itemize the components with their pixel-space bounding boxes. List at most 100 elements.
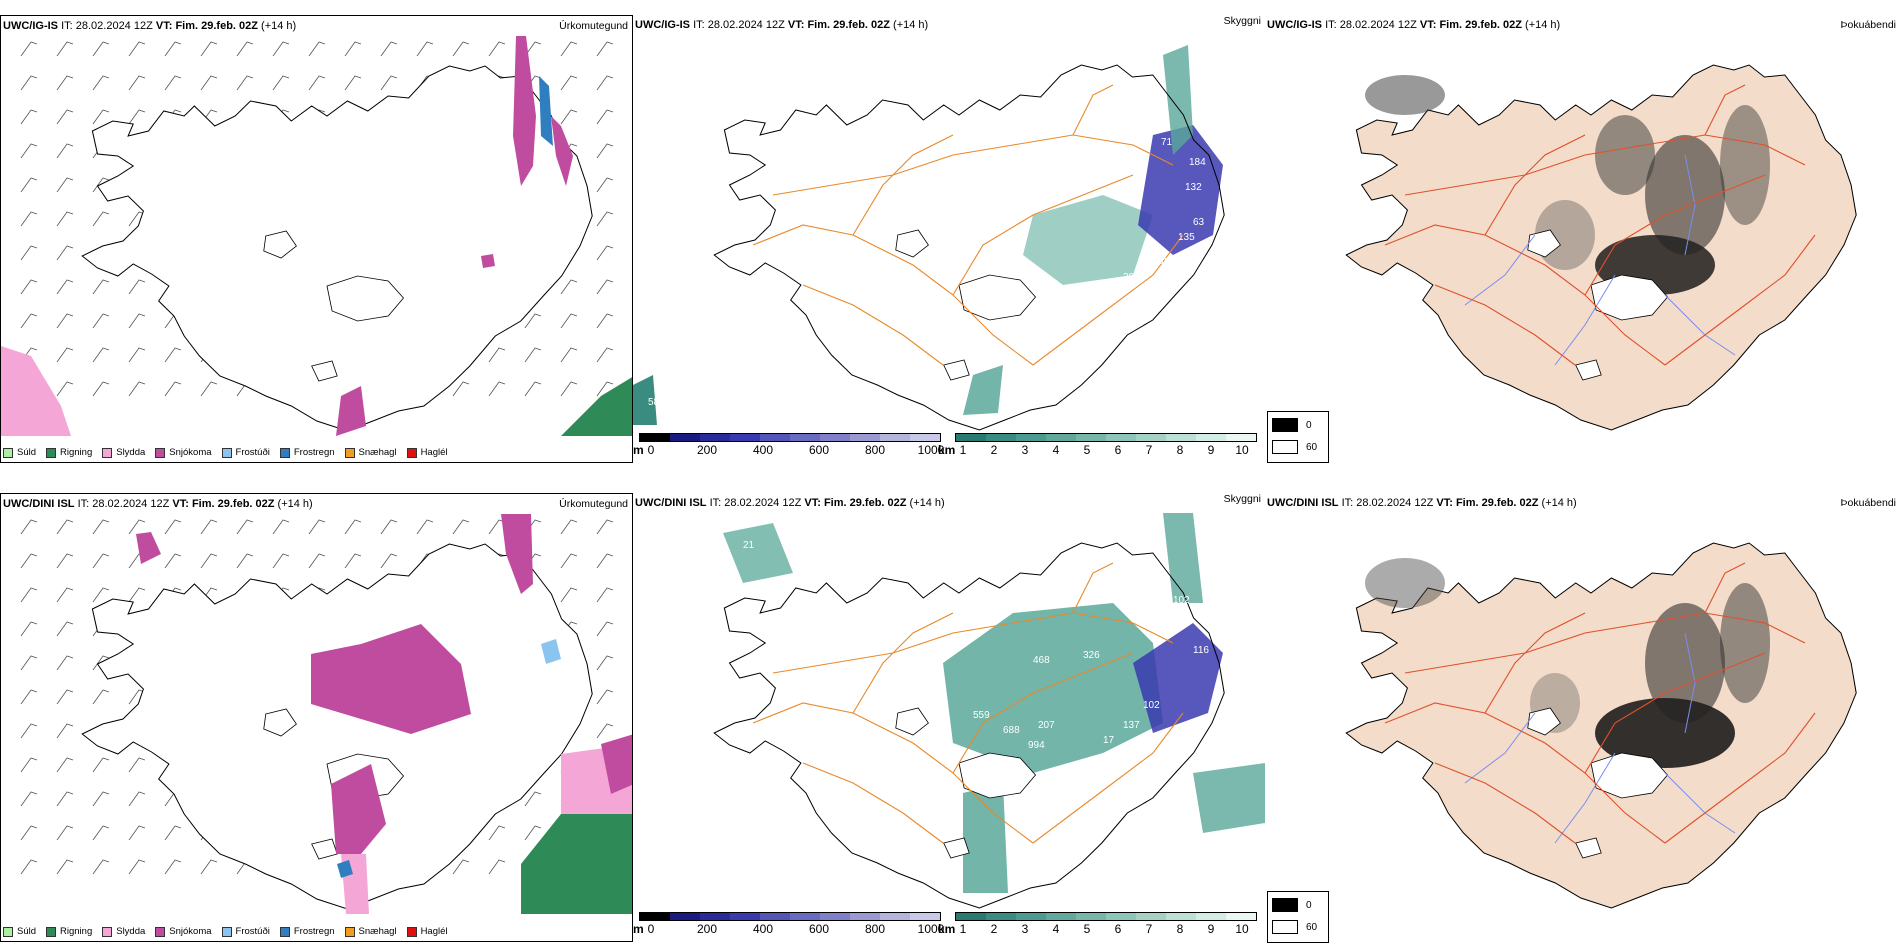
glacier-outline xyxy=(895,229,929,258)
wind-barb xyxy=(56,245,74,261)
wind-barb xyxy=(308,519,326,535)
lead-time: (+14 h) xyxy=(261,20,297,32)
fog-legend-top-label: 0 xyxy=(1306,899,1312,911)
precip-legend-label: Frostúði xyxy=(235,447,270,458)
glacier-outline xyxy=(958,274,1037,321)
visibility-value: 145 xyxy=(1153,257,1170,268)
fog-legend-top-label: 0 xyxy=(1306,419,1312,431)
wind-barb xyxy=(20,655,38,671)
it-value: 28.02.2024 12Z xyxy=(1356,497,1434,509)
visibility-unit-m: m xyxy=(633,443,644,457)
panel-title: Skyggni xyxy=(1223,493,1261,505)
freezing-drizzle-area xyxy=(541,639,561,664)
road-line xyxy=(1584,174,1766,296)
road-line xyxy=(1404,612,1806,674)
road-line xyxy=(1404,134,1806,196)
wind-barb xyxy=(524,347,542,363)
precip-legend-item: Slydda xyxy=(102,447,145,458)
reduced-visibility-area xyxy=(723,523,793,583)
wind-barb xyxy=(56,41,74,57)
wind-barb xyxy=(344,41,362,57)
snow-area xyxy=(501,514,533,594)
fog-legend: 0 60 xyxy=(1267,411,1329,463)
road-line xyxy=(952,652,1134,774)
panel-header: UWC/IG-IS IT: 28.02.2024 12Z VT: Fim. 29… xyxy=(1265,15,1900,35)
precip-legend-item: Frostúði xyxy=(221,447,270,458)
reduced-visibility-area xyxy=(1163,45,1193,155)
wind-barb xyxy=(92,41,110,57)
wind-barb xyxy=(596,347,614,363)
visibility-value: 63 xyxy=(1193,217,1205,228)
visibility-colorbar-km xyxy=(955,433,1257,442)
low-visibility-area xyxy=(1138,125,1223,255)
wind-barb xyxy=(272,41,290,57)
road-network xyxy=(1384,562,1816,844)
visibility-map-top: 71 184 132 135 145 20 63 58 xyxy=(633,45,1225,431)
precip-legend-swatch xyxy=(406,447,417,458)
visibility-value: 184 xyxy=(1189,157,1206,168)
iceland-outline xyxy=(713,542,1225,909)
road-network xyxy=(752,562,1184,844)
fog-map-bottom xyxy=(1345,542,1857,909)
wind-barb xyxy=(92,587,110,603)
fog-shading xyxy=(1365,558,1770,768)
visibility-tick-label: 0 xyxy=(647,922,655,936)
river-line xyxy=(1464,234,1536,306)
vt-label: VT: xyxy=(1436,497,1453,509)
wind-barb xyxy=(56,689,74,705)
it-label: IT: xyxy=(1341,497,1354,509)
wind-barb xyxy=(596,621,614,637)
it-value: 28.02.2024 12Z xyxy=(75,20,153,32)
wind-barb xyxy=(56,825,74,841)
visibility-tick-label: 400 xyxy=(752,922,774,936)
reduced-visibility-area xyxy=(963,365,1003,415)
wind-barb xyxy=(92,75,110,91)
wind-barb xyxy=(92,791,110,807)
visibility-tick-label: 5 xyxy=(1083,443,1091,457)
wind-barb xyxy=(596,587,614,603)
visibility-legend: m 0 200 400 600 800 1000 km 1 2 3 4 5 6 7 8 9 10 xyxy=(633,431,1263,463)
wind-barb xyxy=(164,347,182,363)
wind-barb xyxy=(56,791,74,807)
iceland-outline xyxy=(81,65,593,432)
wind-barb xyxy=(92,655,110,671)
visibility-value: 132 xyxy=(1185,182,1202,193)
precip-legend-item: Rigning xyxy=(46,447,92,458)
wind-barb xyxy=(524,381,542,397)
wind-barb xyxy=(164,41,182,57)
wind-barb xyxy=(92,279,110,295)
vt-value: Fim. 29.feb. 02Z xyxy=(1439,19,1522,31)
reduced-visibility-area xyxy=(943,603,1163,773)
road-line xyxy=(1032,234,1184,366)
wind-barb xyxy=(164,553,182,569)
model-name: UWC/DINI ISL xyxy=(635,497,707,509)
wind-barb xyxy=(56,347,74,363)
it-label: IT: xyxy=(61,20,73,32)
reduced-visibility-area xyxy=(1163,513,1203,603)
road-line xyxy=(802,762,944,844)
panel-title: Þokuábendi xyxy=(1840,497,1896,509)
wind-barb xyxy=(596,211,614,227)
wind-barb xyxy=(92,177,110,193)
fog-map-top xyxy=(1345,64,1857,431)
visibility-value: 207 xyxy=(1038,720,1055,731)
wind-barb xyxy=(56,211,74,227)
glacier-outline xyxy=(263,230,297,259)
reduced-visibility-area xyxy=(633,375,657,425)
visibility-colorbar-m xyxy=(639,912,941,921)
iceland-outline xyxy=(713,64,1225,431)
road-line xyxy=(1434,762,1576,844)
precip-legend: Súld Rigning Slydda Snjókoma Frostúði Frostre… xyxy=(3,926,448,937)
vt-value: Fim. 29.feb. 02Z xyxy=(1455,497,1539,509)
precip-legend-label: Súld xyxy=(17,926,37,937)
wind-barb xyxy=(272,75,290,91)
precip-legend-swatch xyxy=(279,447,290,458)
wind-barb xyxy=(128,381,146,397)
wind-barb xyxy=(236,519,254,535)
lead-time: (+14 h) xyxy=(893,19,929,31)
wind-barb xyxy=(56,177,74,193)
visibility-value: 102 xyxy=(1173,595,1190,606)
visibility-value: 102 xyxy=(1143,700,1160,711)
wind-barb xyxy=(56,279,74,295)
